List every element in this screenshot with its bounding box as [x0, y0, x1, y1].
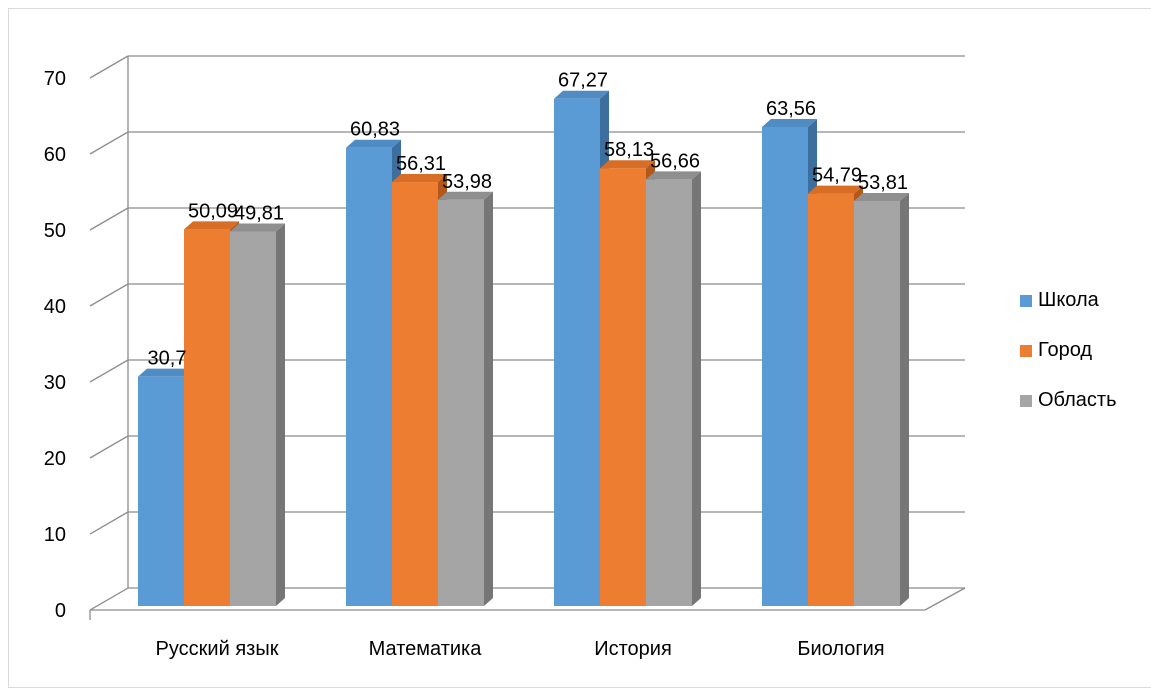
bar-top: [808, 185, 863, 194]
data-label: 67,27: [558, 70, 608, 92]
bar-top: [392, 174, 447, 183]
bar: [184, 229, 230, 607]
bar-top: [600, 160, 655, 169]
data-label: 56,66: [650, 150, 700, 172]
x-tick-label: Русский язык: [156, 638, 279, 660]
legend-label-shkola: Школа: [1038, 289, 1099, 311]
y-tick-label: 0: [55, 600, 66, 622]
bar: [600, 168, 646, 606]
y-tick-label: 20: [44, 448, 66, 470]
bar-side: [484, 191, 493, 606]
data-label: 58,13: [604, 139, 654, 161]
data-label: 60,83: [350, 119, 400, 141]
bar-top: [346, 139, 401, 148]
gridline-side: [89, 511, 129, 535]
data-label: 53,98: [442, 171, 492, 193]
y-tick-label: 30: [44, 372, 66, 394]
bar-top: [554, 90, 609, 99]
legend-label-oblast: Область: [1038, 389, 1117, 411]
gridline-side: [89, 283, 129, 307]
bar-top: [138, 368, 193, 377]
bar: [392, 182, 438, 606]
bar: [646, 179, 692, 606]
legend-swatch-oblast: [1020, 394, 1032, 407]
bar: [230, 231, 276, 606]
bar-top: [646, 171, 701, 180]
bar: [762, 126, 808, 606]
gridline-side: [89, 131, 129, 155]
bar-top: [230, 223, 285, 232]
bar-side: [692, 171, 701, 606]
data-label: 63,56: [766, 98, 816, 120]
x-tick-label: Биология: [797, 638, 884, 660]
y-tick-label: 10: [44, 524, 66, 546]
bar-top: [854, 193, 909, 202]
data-label: 30,7: [148, 348, 187, 370]
bar: [438, 199, 484, 606]
legend-item-shkola: Школа: [1020, 288, 1117, 313]
bar: [346, 147, 392, 606]
bar: [808, 193, 854, 606]
data-label: 49,81: [234, 202, 284, 224]
x-tick-label: История: [594, 638, 672, 660]
y-tick-label: 50: [44, 220, 66, 242]
y-tick-label: 70: [44, 68, 66, 90]
y-tick-label: 40: [44, 296, 66, 318]
bar-side: [276, 223, 285, 606]
gridline-side: [89, 587, 129, 611]
legend-item-gorod: Город: [1020, 338, 1117, 363]
legend-item-oblast: Область: [1020, 388, 1117, 413]
bar-top: [762, 118, 817, 127]
gridline-side: [89, 435, 129, 459]
legend-swatch-shkola: [1020, 294, 1032, 307]
data-label: 53,81: [858, 172, 908, 194]
x-tick-label: Математика: [369, 638, 483, 660]
gridline-side: [89, 55, 129, 79]
bar-side: [900, 193, 909, 606]
y-tick-label: 60: [44, 144, 66, 166]
data-label: 56,31: [396, 153, 446, 175]
bar: [554, 98, 600, 607]
bar: [854, 201, 900, 606]
legend-label-gorod: Город: [1038, 339, 1093, 361]
floor-right-edge: [924, 587, 966, 611]
gridline-side: [89, 207, 129, 231]
data-label: 50,09: [188, 200, 238, 222]
legend: Школа Город Область: [1020, 288, 1117, 438]
bar: [138, 376, 184, 606]
bar-top: [184, 221, 239, 230]
bar-top: [438, 191, 493, 200]
data-label: 54,79: [812, 165, 862, 187]
legend-swatch-gorod: [1020, 344, 1032, 357]
gridline-side: [89, 359, 129, 383]
